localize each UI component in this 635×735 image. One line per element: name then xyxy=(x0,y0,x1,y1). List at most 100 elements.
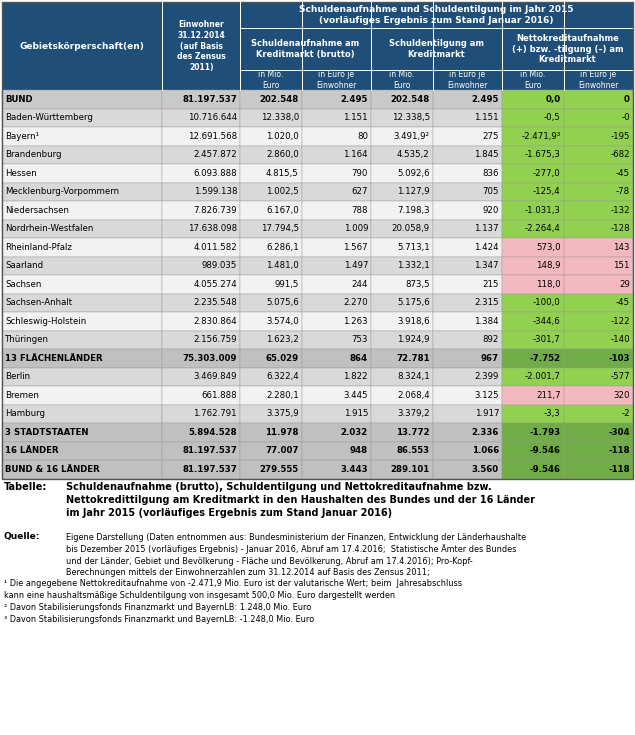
Bar xyxy=(162,442,240,460)
Bar xyxy=(162,312,240,331)
Bar xyxy=(2,164,162,182)
Text: 10.716.644: 10.716.644 xyxy=(188,113,237,122)
Text: 0,0: 0,0 xyxy=(545,95,561,104)
Text: 16 LÄNDER: 16 LÄNDER xyxy=(5,446,58,455)
Bar xyxy=(433,293,502,312)
Bar xyxy=(564,220,633,238)
Bar xyxy=(162,404,240,423)
Text: 5.092,6: 5.092,6 xyxy=(397,169,430,178)
Text: 1.151: 1.151 xyxy=(344,113,368,122)
Text: 1.002,5: 1.002,5 xyxy=(266,187,299,196)
Text: 4.011.582: 4.011.582 xyxy=(194,243,237,252)
Bar xyxy=(502,238,564,257)
Bar xyxy=(302,127,371,146)
Text: 1.020,0: 1.020,0 xyxy=(266,132,299,140)
Text: 864: 864 xyxy=(350,354,368,363)
Text: 13 FLÄCHENLÄNDER: 13 FLÄCHENLÄNDER xyxy=(5,354,103,363)
Text: 2.315: 2.315 xyxy=(474,298,499,307)
Bar xyxy=(240,238,302,257)
Bar xyxy=(302,201,371,220)
Bar xyxy=(162,349,240,368)
Text: 8.324,1: 8.324,1 xyxy=(397,372,430,381)
Text: 151: 151 xyxy=(613,261,630,270)
Bar xyxy=(302,164,371,182)
Text: -2.001,7: -2.001,7 xyxy=(525,372,561,381)
Bar xyxy=(433,331,502,349)
Text: -9.546: -9.546 xyxy=(530,465,561,474)
Text: 2.280,1: 2.280,1 xyxy=(266,391,299,400)
Bar xyxy=(502,70,564,90)
Bar xyxy=(302,109,371,127)
Text: 2.068,4: 2.068,4 xyxy=(397,391,430,400)
Bar xyxy=(433,109,502,127)
Bar xyxy=(564,349,633,368)
Bar xyxy=(502,312,564,331)
Bar xyxy=(564,257,633,275)
Text: -195: -195 xyxy=(610,132,630,140)
Bar xyxy=(502,220,564,238)
Text: 1.599.138: 1.599.138 xyxy=(194,187,237,196)
Text: 1.066: 1.066 xyxy=(472,446,499,455)
Text: 920: 920 xyxy=(483,206,499,215)
Bar xyxy=(302,293,371,312)
Text: 2.860,0: 2.860,0 xyxy=(266,150,299,159)
Text: Niedersachsen: Niedersachsen xyxy=(5,206,69,215)
Text: 215: 215 xyxy=(483,280,499,289)
Bar xyxy=(433,220,502,238)
Bar xyxy=(564,293,633,312)
Bar xyxy=(502,90,564,109)
Bar xyxy=(433,238,502,257)
Bar xyxy=(240,146,302,164)
Text: -140: -140 xyxy=(610,335,630,344)
Text: Rheinland-Pfalz: Rheinland-Pfalz xyxy=(5,243,72,252)
Bar xyxy=(564,182,633,201)
Text: Nettokreditaufnahme
(+) bzw. -tilgung (–) am
Kreditmarkt: Nettokreditaufnahme (+) bzw. -tilgung (–… xyxy=(512,34,624,64)
Bar xyxy=(240,349,302,368)
Text: 118,0: 118,0 xyxy=(536,280,561,289)
Text: -0: -0 xyxy=(622,113,630,122)
Text: 5.894.528: 5.894.528 xyxy=(189,428,237,437)
Bar xyxy=(2,404,162,423)
Text: 6.322,4: 6.322,4 xyxy=(266,372,299,381)
Text: -344,6: -344,6 xyxy=(533,317,561,326)
Text: 836: 836 xyxy=(483,169,499,178)
Text: -3,3: -3,3 xyxy=(544,409,561,418)
Text: -103: -103 xyxy=(608,354,630,363)
Text: Schuldentilgung am
Kreditmarkt: Schuldentilgung am Kreditmarkt xyxy=(389,39,484,59)
Bar xyxy=(302,460,371,478)
Bar xyxy=(2,257,162,275)
Bar xyxy=(433,312,502,331)
Bar xyxy=(240,182,302,201)
Text: 65.029: 65.029 xyxy=(265,354,299,363)
Bar xyxy=(564,442,633,460)
Text: Sachsen: Sachsen xyxy=(5,280,41,289)
Text: in Mio.
Euro: in Mio. Euro xyxy=(389,70,415,90)
Text: Bayern¹: Bayern¹ xyxy=(5,132,39,140)
Bar xyxy=(302,257,371,275)
Bar xyxy=(502,257,564,275)
Text: in Euro je
Einwohner: in Euro je Einwohner xyxy=(578,70,618,90)
Bar xyxy=(162,164,240,182)
Bar xyxy=(564,368,633,386)
Bar xyxy=(433,404,502,423)
Text: 873,5: 873,5 xyxy=(405,280,430,289)
Bar xyxy=(2,442,162,460)
Text: 81.197.537: 81.197.537 xyxy=(182,95,237,104)
Text: 1.497: 1.497 xyxy=(344,261,368,270)
Bar xyxy=(162,293,240,312)
Bar xyxy=(302,386,371,404)
Bar xyxy=(433,460,502,478)
Text: 5.175,6: 5.175,6 xyxy=(397,298,430,307)
Text: 279.555: 279.555 xyxy=(260,465,299,474)
Bar xyxy=(2,109,162,127)
Text: 3 STADTSTAATEN: 3 STADTSTAATEN xyxy=(5,428,88,437)
Text: 2.032: 2.032 xyxy=(341,428,368,437)
Bar xyxy=(371,164,433,182)
Bar xyxy=(564,90,633,109)
Text: 627: 627 xyxy=(352,187,368,196)
Text: 6.093.888: 6.093.888 xyxy=(194,169,237,178)
Text: 77.007: 77.007 xyxy=(265,446,299,455)
Bar xyxy=(162,331,240,349)
Text: Mecklenburg-Vorpommern: Mecklenburg-Vorpommern xyxy=(5,187,119,196)
Bar xyxy=(240,331,302,349)
